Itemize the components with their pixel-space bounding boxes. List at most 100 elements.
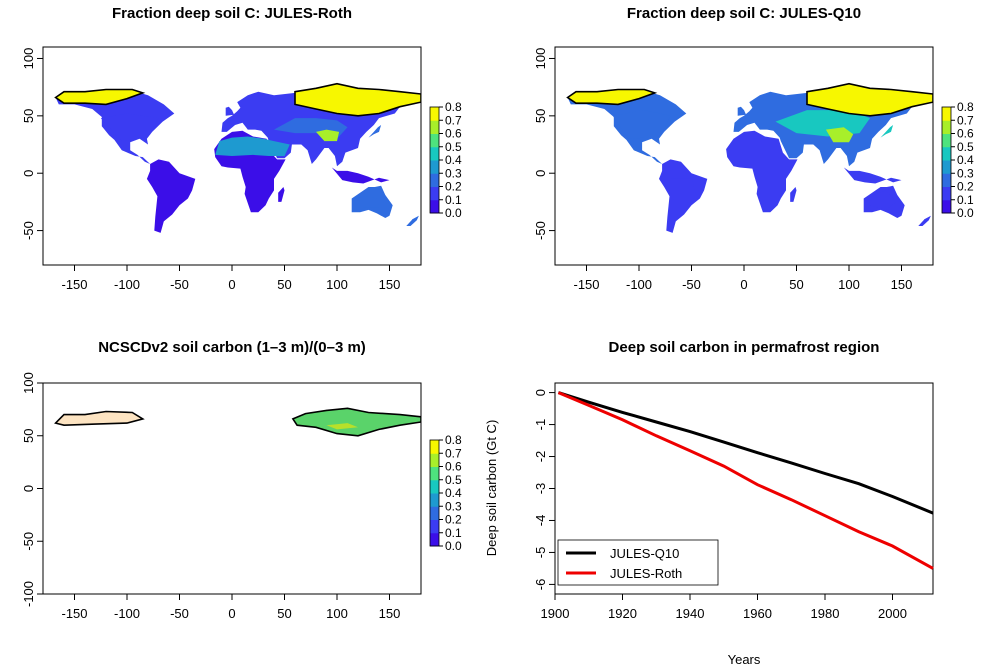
colorbar-swatch	[430, 146, 439, 161]
land-uk	[737, 106, 747, 116]
panel-title: NCSCDv2 soil carbon (1–3 m)/(0–3 m)	[98, 339, 366, 356]
series-line-jules-q10	[557, 391, 934, 515]
colorbar-tick-label: 0.1	[445, 526, 462, 540]
colorbar-swatch	[942, 133, 951, 148]
y-tick-label: -3	[533, 483, 548, 495]
x-tick-label: 100	[326, 606, 348, 621]
x-tick-label: 2000	[878, 606, 907, 621]
permafrost-north-america	[54, 410, 145, 427]
colorbar-tick-label: 0.8	[445, 100, 462, 114]
x-tick-label: -150	[61, 606, 87, 621]
x-tick-label: -150	[573, 277, 599, 292]
x-tick-label: 1980	[811, 606, 840, 621]
series-line-jules-roth	[557, 391, 934, 570]
x-tick-label: 1940	[676, 606, 705, 621]
colorbar-tick-label: 0.2	[957, 180, 974, 194]
map-area	[566, 82, 933, 233]
map-panel-ncscdv2: NCSCDv2 soil carbon (1–3 m)/(0–3 m) -150 -…	[21, 339, 462, 621]
colorbar-swatch	[430, 186, 439, 201]
y-tick-label: -50	[21, 221, 36, 240]
colorbar-swatch	[942, 173, 951, 187]
y-tick-label: -50	[21, 532, 36, 551]
y-tick-label: 50	[533, 109, 548, 123]
y-tick-label: 100	[21, 48, 36, 70]
y-tick-label: -2	[533, 451, 548, 463]
colorbar-tick-label: 0.7	[445, 446, 462, 460]
land-africa	[726, 130, 798, 213]
land-southAmerica	[146, 159, 196, 233]
x-tick-label: 50	[277, 606, 291, 621]
colorbar-tick-label: 0.6	[445, 127, 462, 141]
region-overlay	[355, 196, 379, 208]
colorbar-swatch	[430, 532, 439, 547]
colorbar-tick-label: 0.1	[957, 193, 974, 207]
colorbar-tick-label: 0.3	[445, 166, 462, 180]
x-tick-label: -50	[170, 606, 189, 621]
permafrost-region	[566, 88, 658, 106]
x-tick-label: 50	[789, 277, 803, 292]
colorbar-tick-label: 0.8	[445, 433, 462, 447]
x-tick-label: 1900	[541, 606, 570, 621]
map-panel-jules-roth: Fraction deep soil C: JULES-Roth -150 -100…	[21, 5, 462, 292]
colorbar-swatch	[942, 146, 951, 161]
y-tick-label: 50	[21, 429, 36, 443]
y-axis-label: Deep soil carbon (Gt C)	[484, 420, 499, 557]
colorbar-swatch	[430, 107, 439, 121]
land-japan	[880, 125, 894, 138]
land-uk	[225, 106, 235, 116]
x-tick-label: 1960	[743, 606, 772, 621]
colorbar-swatch	[430, 493, 439, 507]
y-tick-label: 100	[533, 48, 548, 70]
panel-title: Deep soil carbon in permafrost region	[609, 339, 880, 356]
y-tick-label: 0	[533, 170, 548, 177]
colorbar-tick-label: 0.6	[957, 127, 974, 141]
land-newzealand	[406, 215, 419, 226]
y-tick-label: -1	[533, 419, 548, 431]
permafrost-region	[806, 82, 933, 117]
x-tick-label: 100	[838, 277, 860, 292]
colorbar-swatch	[942, 199, 951, 214]
colorbar-tick-label: 0.6	[445, 460, 462, 474]
colorbar-swatch	[430, 479, 439, 494]
x-tick-label: 50	[277, 277, 291, 292]
colorbar-tick-label: 0.5	[957, 140, 974, 154]
region-overlay	[670, 178, 697, 208]
region-overlay	[316, 129, 340, 142]
colorbar-swatch	[942, 160, 951, 174]
colorbar-tick-label: 0.1	[445, 193, 462, 207]
x-tick-label: 0	[740, 277, 747, 292]
x-tick-label: 100	[326, 277, 348, 292]
x-tick-label: -50	[682, 277, 701, 292]
legend-box	[557, 539, 719, 586]
y-tick-label: 0	[21, 170, 36, 177]
map-area	[54, 82, 421, 233]
map-area	[54, 407, 421, 437]
region-overlay	[825, 127, 854, 143]
x-tick-label: 0	[228, 277, 235, 292]
colorbar-swatch	[430, 453, 439, 467]
region-overlay	[100, 113, 159, 142]
y-tick-label: -4	[533, 515, 548, 527]
colorbar-tick-label: 0.4	[445, 153, 462, 167]
colorbar-tick-label: 0.2	[445, 180, 462, 194]
x-tick-label: 1920	[608, 606, 637, 621]
y-tick-label: 0	[21, 485, 36, 492]
colorbar-swatch	[942, 120, 951, 134]
colorbar-tick-label: 0.0	[445, 206, 462, 220]
colorbar-tick-label: 0.5	[445, 140, 462, 154]
colorbar-swatch	[430, 173, 439, 187]
colorbar-tick-label: 0.7	[445, 113, 462, 127]
y-tick-label: 50	[21, 109, 36, 123]
colorbar-tick-label: 0.3	[957, 166, 974, 180]
land-madagascar	[278, 187, 285, 202]
y-tick-label: 100	[21, 372, 36, 394]
colorbar-tick-label: 0.4	[445, 486, 462, 500]
colorbar-swatch	[430, 519, 439, 534]
y-tick-label: -6	[533, 579, 548, 591]
land-japan	[368, 125, 382, 138]
region-overlay	[612, 110, 671, 139]
y-tick-label: -50	[533, 221, 548, 240]
colorbar-swatch	[430, 466, 439, 481]
y-tick-label: 0	[533, 389, 548, 396]
